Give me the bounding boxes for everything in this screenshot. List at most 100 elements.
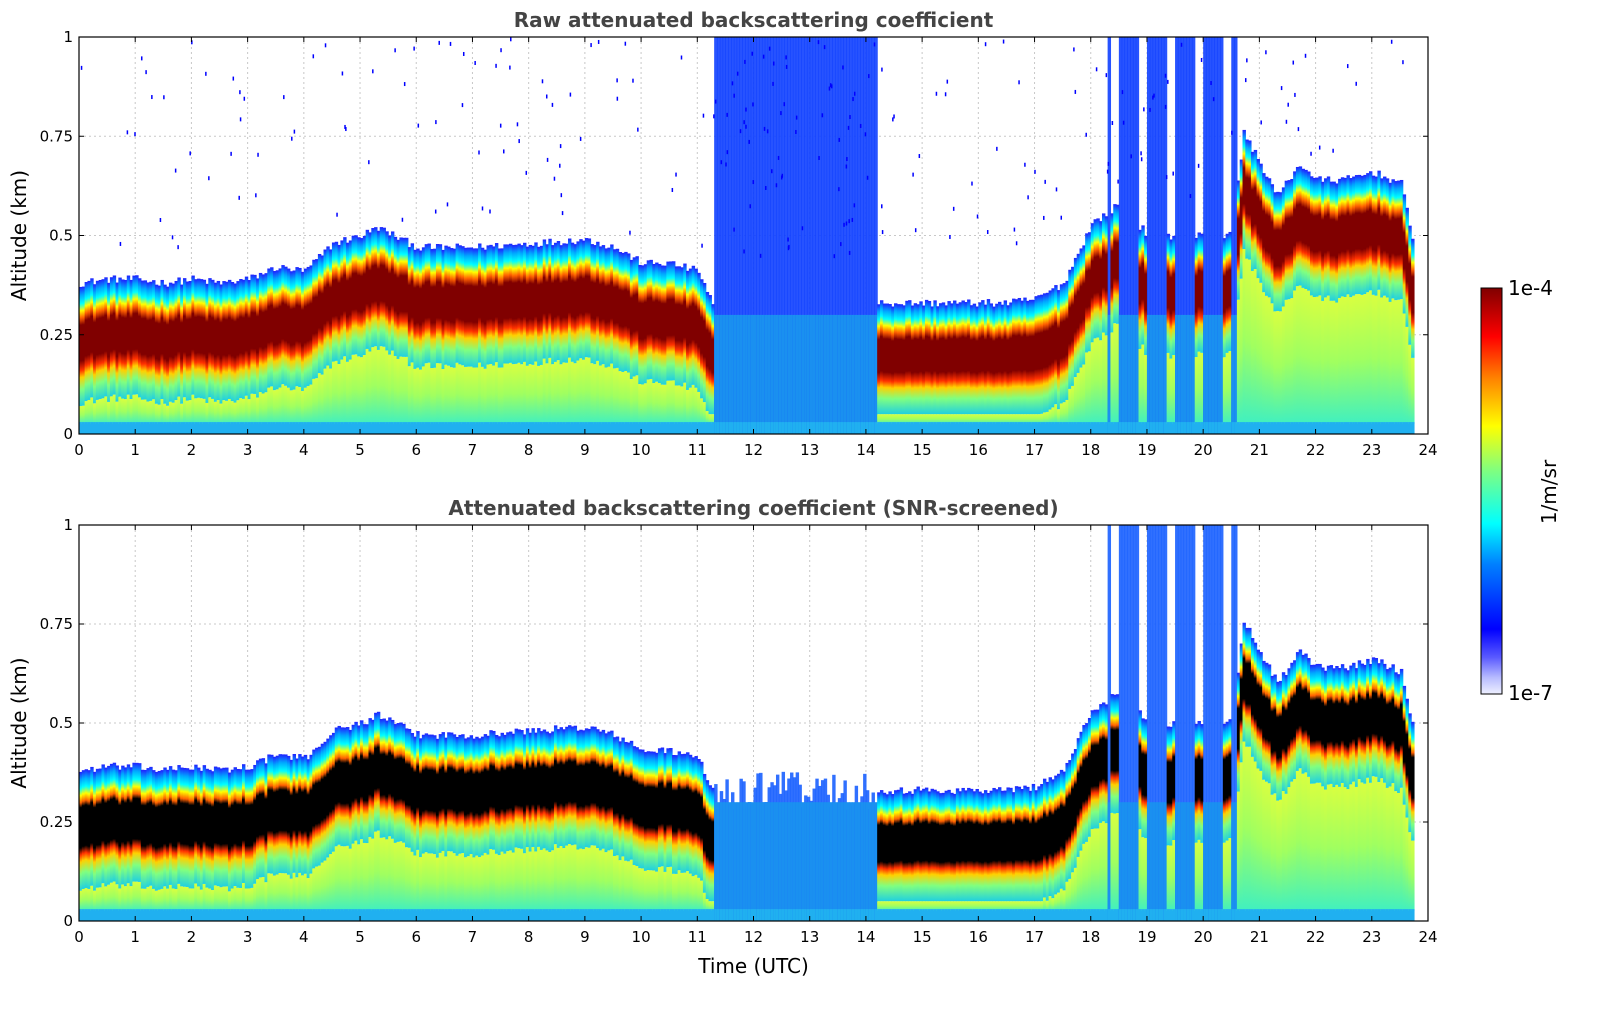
- heatmap-column: [1116, 813, 1120, 911]
- heatmap-column: [601, 848, 606, 911]
- heatmap-column: [1006, 787, 1010, 902]
- noise-speckle: [840, 242, 842, 247]
- heatmap-column: [351, 909, 356, 921]
- heatmap-column: [1363, 294, 1367, 424]
- heatmap-column: [506, 363, 510, 424]
- heatmap-column: [809, 802, 814, 921]
- noise-speckle: [702, 113, 705, 118]
- heatmap-column: [517, 909, 521, 921]
- heatmap-column: [840, 314, 845, 434]
- heatmap-column: [927, 909, 932, 921]
- heatmap-column: [306, 909, 311, 921]
- heatmap-column: [1118, 37, 1123, 434]
- heatmap-column: [891, 901, 895, 911]
- heatmap-column: [478, 857, 482, 911]
- heatmap-column: [624, 422, 628, 434]
- heatmap-column: [475, 367, 479, 424]
- heatmap-column: [399, 356, 403, 424]
- heatmap-column: [1076, 372, 1081, 424]
- heatmap-column: [615, 248, 620, 368]
- heatmap-column: [975, 909, 979, 921]
- heatmap-column: [140, 888, 145, 911]
- heatmap-column: [483, 852, 488, 911]
- heatmap-column: [416, 731, 420, 850]
- heatmap-column: [742, 37, 746, 434]
- heatmap-column: [461, 853, 465, 911]
- heatmap-column: [424, 422, 429, 434]
- heatmap-column: [542, 239, 547, 359]
- heatmap-column: [166, 422, 170, 434]
- heatmap-column: [1217, 314, 1221, 434]
- heatmap-column: [79, 286, 83, 407]
- heatmap-column: [1349, 297, 1353, 424]
- heatmap-column: [1138, 348, 1142, 424]
- heatmap-column: [1253, 642, 1258, 762]
- noise-speckle: [1044, 179, 1046, 184]
- heatmap-column: [458, 853, 462, 911]
- noise-speckle: [787, 237, 789, 242]
- heatmap-column: [1391, 909, 1395, 921]
- heatmap-column: [292, 389, 297, 424]
- heatmap-column: [865, 422, 870, 434]
- heatmap-column: [407, 366, 412, 424]
- heatmap-column: [1211, 37, 1216, 434]
- heatmap-column: [503, 734, 507, 854]
- heatmap-column: [216, 400, 221, 424]
- heatmap-column: [688, 268, 693, 388]
- heatmap-column: [759, 422, 763, 434]
- heatmap-column: [1366, 292, 1370, 424]
- heatmap-column: [879, 422, 884, 434]
- heatmap-column: [722, 422, 726, 434]
- heatmap-column: [1335, 666, 1339, 785]
- heatmap-column: [1220, 525, 1224, 921]
- heatmap-column: [1307, 422, 1311, 434]
- heatmap-column: [1217, 909, 1221, 921]
- heatmap-column: [1189, 802, 1193, 921]
- heatmap-column: [261, 909, 266, 921]
- heatmap-column: [815, 314, 819, 434]
- heatmap-column: [486, 422, 490, 434]
- heatmap-column: [986, 299, 991, 415]
- heatmap-column: [534, 732, 538, 852]
- noise-speckle: [743, 120, 745, 125]
- heatmap-column: [635, 422, 639, 434]
- heatmap-column: [1149, 37, 1154, 434]
- heatmap-column: [416, 367, 420, 424]
- heatmap-column: [1155, 314, 1159, 434]
- noise-speckle: [177, 245, 179, 250]
- heatmap-column: [1177, 802, 1182, 921]
- heatmap-column: [916, 909, 920, 921]
- heatmap-column: [118, 396, 122, 424]
- heatmap-column: [486, 735, 490, 855]
- heatmap-column: [188, 400, 193, 424]
- heatmap-column: [624, 371, 628, 424]
- heatmap-column: [801, 314, 805, 434]
- heatmap-column: [421, 366, 426, 424]
- heatmap-column: [1127, 802, 1131, 921]
- heatmap-column: [1045, 422, 1050, 434]
- heatmap-column: [764, 422, 769, 434]
- heatmap-column: [1301, 773, 1305, 911]
- heatmap-column: [326, 857, 330, 911]
- heatmap-column: [1203, 37, 1207, 434]
- heatmap-column: [115, 401, 119, 424]
- heatmap-column: [1214, 802, 1218, 921]
- heatmap-column: [171, 283, 176, 403]
- heatmap-column: [1149, 525, 1154, 921]
- heatmap-column: [267, 387, 271, 424]
- heatmap-column: [967, 299, 971, 415]
- heatmap-column: [1107, 909, 1112, 921]
- heatmap-column: [1394, 672, 1398, 792]
- heatmap-column: [1293, 779, 1297, 911]
- heatmap-column: [402, 356, 406, 424]
- x-tick-label: 3: [243, 441, 253, 459]
- heatmap-column: [301, 756, 305, 876]
- heatmap-column: [1194, 422, 1199, 434]
- heatmap-column: [612, 737, 617, 856]
- noise-speckle: [597, 39, 600, 44]
- heatmap-column: [700, 422, 704, 434]
- heatmap-column: [1009, 787, 1013, 902]
- heatmap-column: [1009, 422, 1013, 434]
- heatmap-column: [320, 909, 325, 921]
- heatmap-column: [323, 741, 327, 861]
